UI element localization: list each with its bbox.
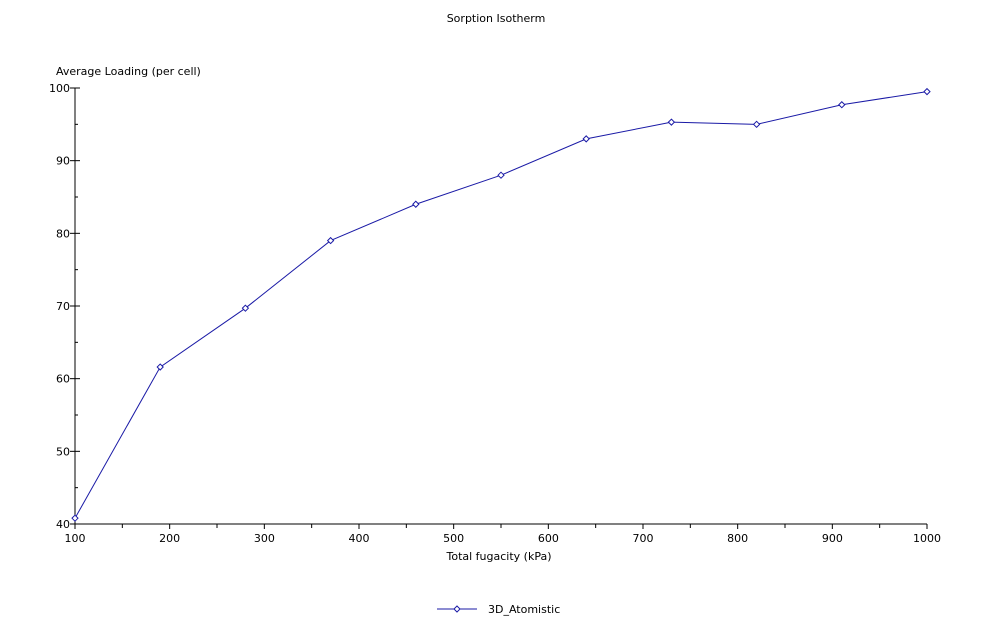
x-tick-label: 100 [65, 532, 86, 545]
x-tick-label: 600 [538, 532, 559, 545]
x-tick-label: 500 [443, 532, 464, 545]
data-point [667, 118, 676, 126]
y-tick-label: 40 [56, 518, 70, 531]
plot-area [71, 87, 931, 522]
y-ticks: 40 50 60 70 80 90 100 [49, 82, 80, 531]
data-point [241, 304, 250, 312]
x-tick-label: 900 [822, 532, 843, 545]
data-point [923, 87, 931, 96]
x-tick-label: 1000 [913, 532, 941, 545]
data-point [582, 135, 590, 143]
data-point [497, 171, 505, 179]
chart-title: Sorption Isotherm [447, 12, 546, 25]
series-line [74, 91, 928, 519]
y-tick-label: 50 [56, 445, 70, 458]
y-tick-label: 80 [56, 227, 70, 240]
data-point [71, 514, 79, 522]
x-ticks: 100 200 300 400 500 600 700 800 900 1000 [65, 524, 941, 545]
data-point [326, 236, 335, 245]
y-axis-label: Average Loading (per cell) [56, 65, 201, 78]
legend: 3D_Atomistic [437, 603, 560, 616]
legend-label: 3D_Atomistic [488, 603, 560, 616]
x-tick-label: 700 [633, 532, 654, 545]
data-point [838, 101, 846, 109]
x-tick-label: 300 [254, 532, 275, 545]
data-point [752, 120, 761, 129]
y-tick-label: 100 [49, 82, 70, 95]
x-tick-label: 800 [727, 532, 748, 545]
x-axis-label: Total fugacity (kPa) [445, 550, 551, 563]
y-tick-label: 90 [56, 155, 70, 168]
y-tick-label: 60 [56, 373, 70, 386]
legend-marker [453, 605, 461, 613]
x-tick-label: 200 [159, 532, 180, 545]
data-point [412, 200, 420, 208]
y-tick-label: 70 [56, 300, 70, 313]
x-tick-label: 400 [349, 532, 370, 545]
data-point [156, 363, 164, 371]
